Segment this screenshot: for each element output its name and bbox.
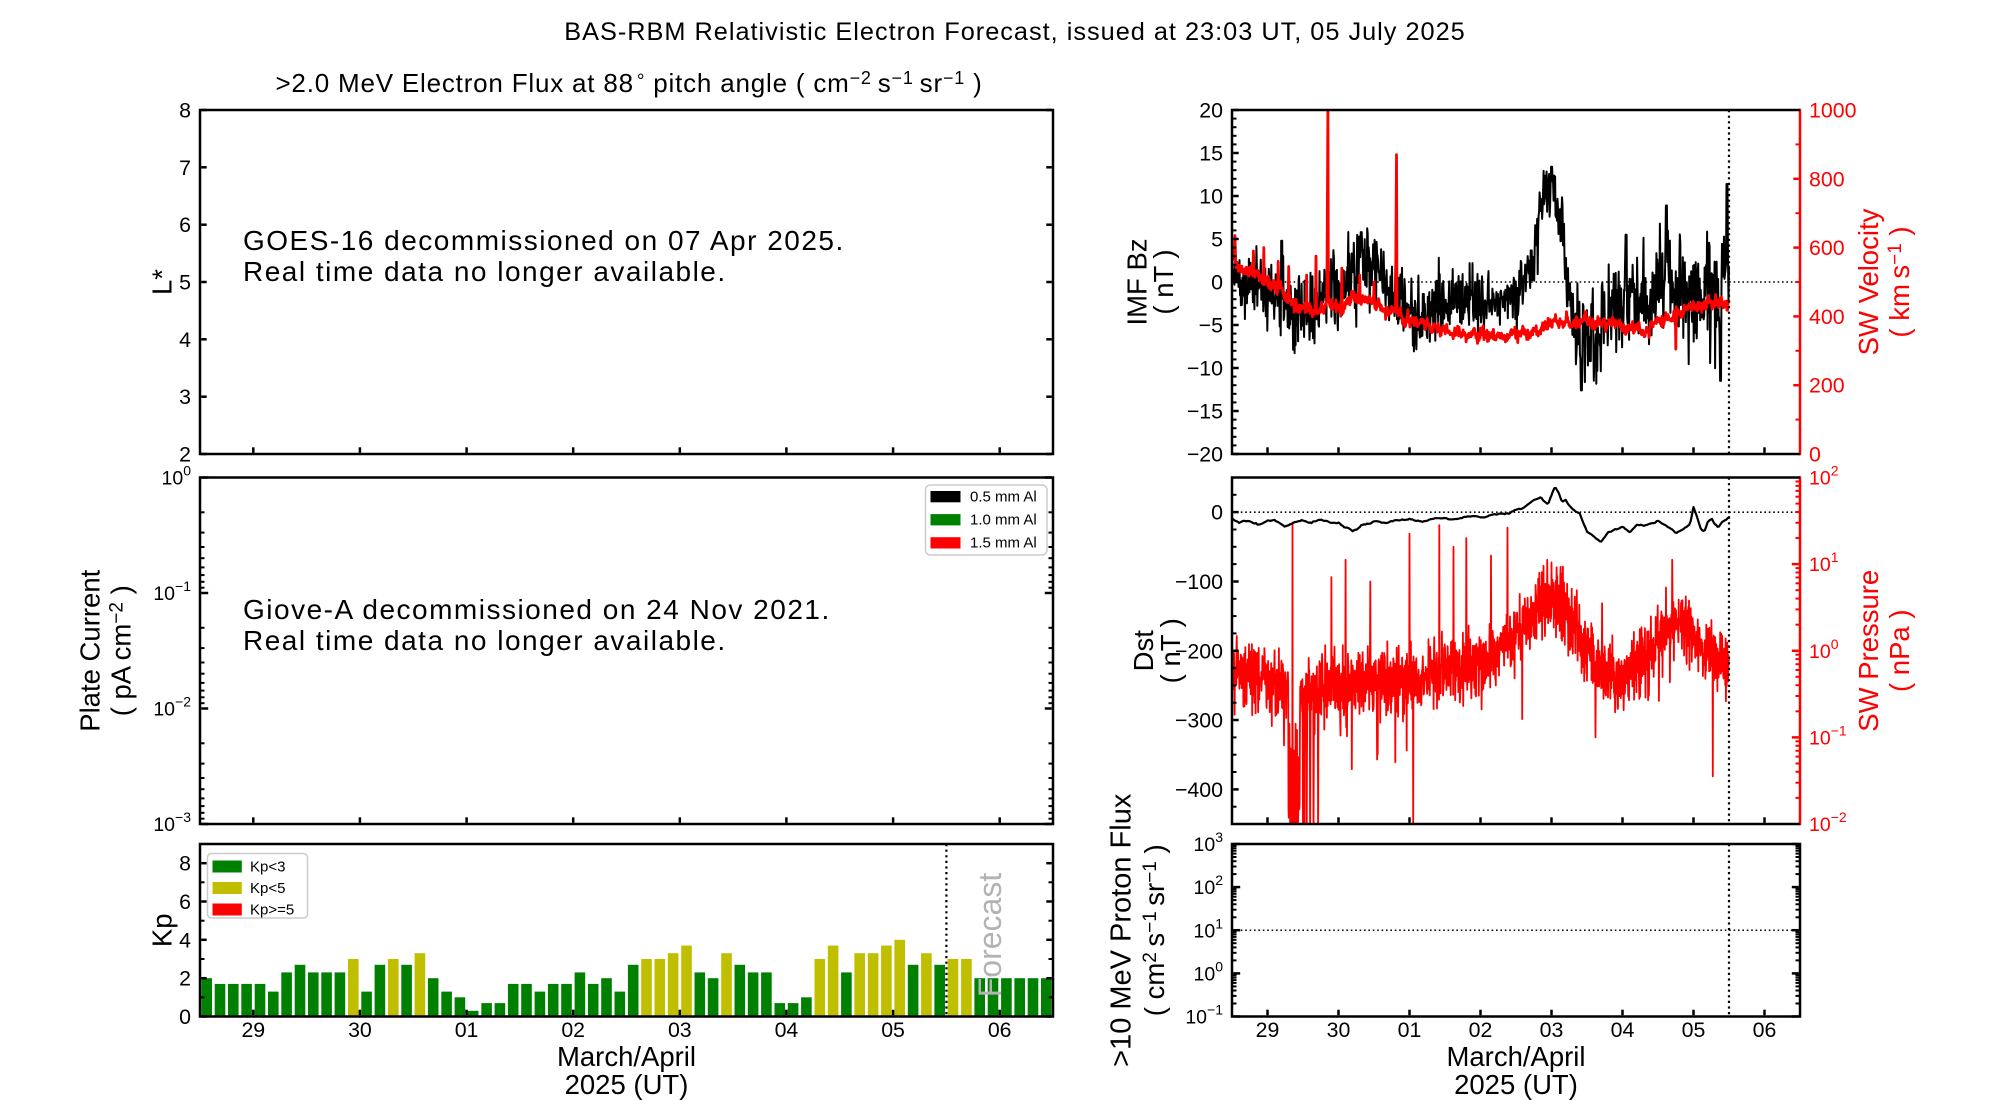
svg-text:( nPa ): ( nPa ): [1884, 609, 1915, 692]
svg-text:1.5 mm Al: 1.5 mm Al: [970, 535, 1037, 552]
svg-text:8: 8: [179, 852, 191, 876]
svg-text:1.0 mm Al: 1.0 mm Al: [970, 511, 1037, 528]
svg-text:Real time data no longer avail: Real time data no longer available.: [243, 256, 727, 287]
svg-text:GOES-16 decommissioned on 07 A: GOES-16 decommissioned on 07 Apr 2025.: [243, 225, 845, 256]
svg-text:6: 6: [179, 213, 191, 237]
svg-text:6: 6: [179, 890, 191, 914]
svg-text:( nT ): ( nT ): [1155, 618, 1186, 683]
svg-text:400: 400: [1809, 305, 1845, 329]
svg-text:15: 15: [1199, 142, 1223, 166]
svg-text:−20: −20: [1187, 443, 1223, 467]
svg-text:05: 05: [881, 1018, 905, 1042]
svg-text:06: 06: [1753, 1018, 1777, 1042]
svg-text:Kp<5: Kp<5: [250, 880, 285, 897]
svg-text:SW Pressure: SW Pressure: [1853, 570, 1884, 732]
svg-text:10−2: 10−2: [1809, 809, 1847, 836]
svg-text:01: 01: [455, 1018, 479, 1042]
svg-text:0: 0: [1211, 271, 1223, 295]
svg-text:10: 10: [1199, 185, 1223, 209]
svg-text:7: 7: [179, 156, 191, 180]
svg-text:04: 04: [775, 1018, 799, 1042]
svg-text:BAS-RBM Relativistic Electron: BAS-RBM Relativistic Electron Forecast, …: [564, 18, 1466, 46]
svg-text:2: 2: [179, 967, 191, 991]
svg-text:100: 100: [1194, 958, 1224, 985]
svg-text:>10 MeV Proton Flux: >10 MeV Proton Flux: [1106, 793, 1138, 1067]
svg-text:01: 01: [1398, 1018, 1422, 1042]
svg-text:0.5 mm Al: 0.5 mm Al: [970, 488, 1037, 505]
svg-text:800: 800: [1809, 167, 1845, 191]
svg-text:2025 (UT): 2025 (UT): [1454, 1069, 1578, 1100]
svg-text:02: 02: [1469, 1018, 1493, 1042]
svg-text:05: 05: [1682, 1018, 1706, 1042]
svg-text:Giove-A decommissioned on 24 N: Giove-A decommissioned on 24 Nov 2021.: [243, 594, 831, 625]
svg-text:2025 (UT): 2025 (UT): [565, 1069, 689, 1100]
svg-text:29: 29: [241, 1018, 265, 1042]
svg-text:5: 5: [1211, 228, 1223, 252]
svg-text:04: 04: [1611, 1018, 1635, 1042]
svg-text:8: 8: [179, 99, 191, 123]
svg-text:Dst: Dst: [1128, 630, 1159, 672]
svg-text:−15: −15: [1187, 400, 1223, 424]
svg-text:−100: −100: [1175, 570, 1223, 594]
svg-text:03: 03: [668, 1018, 692, 1042]
svg-text:SW Velocity: SW Velocity: [1853, 208, 1884, 355]
svg-text:March/April: March/April: [1446, 1041, 1585, 1072]
svg-text:2: 2: [179, 443, 191, 467]
svg-text:−300: −300: [1175, 709, 1223, 733]
svg-text:−10: −10: [1187, 357, 1223, 381]
svg-text:Forecast: Forecast: [972, 873, 1008, 998]
svg-text:02: 02: [561, 1018, 585, 1042]
svg-text:10−1: 10−1: [1185, 1002, 1223, 1029]
svg-text:1000: 1000: [1809, 99, 1857, 123]
svg-text:03: 03: [1540, 1018, 1564, 1042]
svg-text:600: 600: [1809, 236, 1845, 260]
svg-text:29: 29: [1256, 1018, 1280, 1042]
svg-text:4: 4: [179, 928, 191, 952]
svg-text:Real time data no longer avail: Real time data no longer available.: [243, 625, 727, 656]
svg-text:−400: −400: [1175, 778, 1223, 802]
svg-text:Plate Current: Plate Current: [75, 569, 106, 731]
svg-text:( km s−1 ): ( km s−1 ): [1884, 226, 1915, 337]
svg-text:0: 0: [1809, 443, 1821, 467]
svg-text:06: 06: [988, 1018, 1012, 1042]
svg-text:0: 0: [179, 1005, 191, 1029]
svg-text:IMF Bz: IMF Bz: [1122, 238, 1153, 325]
svg-text:Kp: Kp: [147, 913, 178, 947]
svg-text:−5: −5: [1199, 314, 1223, 338]
svg-text:20: 20: [1199, 99, 1223, 123]
svg-text:4: 4: [179, 328, 191, 352]
svg-text:−200: −200: [1175, 639, 1223, 663]
svg-text:200: 200: [1809, 374, 1845, 398]
svg-text:>2.0 MeV Electron Flux at 88 °: >2.0 MeV Electron Flux at 88 ° pitch ang…: [275, 68, 982, 98]
svg-text:L*: L*: [147, 269, 178, 295]
svg-text:Kp>=5: Kp>=5: [250, 902, 294, 919]
svg-text:30: 30: [348, 1018, 372, 1042]
svg-text:10−1: 10−1: [153, 578, 191, 605]
svg-text:Kp<3: Kp<3: [250, 859, 285, 876]
svg-text:March/April: March/April: [557, 1041, 696, 1072]
svg-text:5: 5: [179, 271, 191, 295]
svg-text:3: 3: [179, 385, 191, 409]
svg-text:30: 30: [1327, 1018, 1351, 1042]
svg-text:0: 0: [1211, 501, 1223, 525]
svg-text:( nT ): ( nT ): [1148, 249, 1179, 314]
